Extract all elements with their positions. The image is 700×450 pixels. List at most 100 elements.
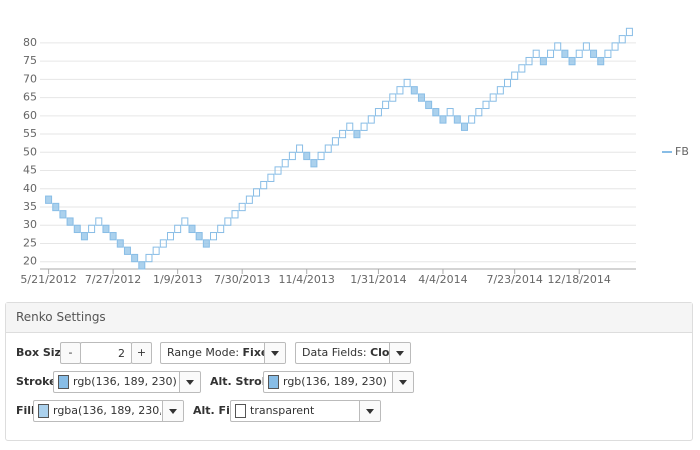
x-tick-label: 1/31/2014 — [350, 273, 406, 286]
label: Range Mode: — [167, 346, 240, 359]
y-tick-label: 50 — [23, 145, 37, 158]
renko-box — [331, 137, 339, 146]
renko-box — [446, 108, 454, 117]
legend-label: FB — [675, 145, 689, 158]
renko-box — [260, 180, 268, 190]
renko-box — [80, 232, 88, 241]
renko-box — [532, 49, 540, 58]
y-tick-label: 75 — [23, 54, 37, 67]
renko-box — [166, 232, 174, 241]
renko-box — [568, 56, 576, 66]
alt-stroke-picker[interactable]: rgb(136, 189, 230) — [263, 371, 414, 393]
renko-box — [489, 93, 497, 102]
stroke-picker[interactable]: rgb(136, 189, 230) — [53, 371, 201, 393]
renko-box — [625, 27, 633, 37]
color-value: rgb(136, 189, 230) — [283, 375, 387, 388]
renko-box — [468, 115, 476, 124]
renko-box — [582, 42, 590, 51]
color-swatch — [268, 375, 279, 389]
renko-box — [145, 253, 153, 263]
renko-box — [482, 100, 490, 110]
label: Alt. Stroke — [210, 375, 277, 388]
label: Fill — [16, 404, 35, 417]
color-value: transparent — [250, 404, 315, 417]
renko-box — [159, 239, 167, 248]
renko-box — [116, 239, 124, 248]
renko-box — [131, 253, 139, 263]
renko-box — [496, 86, 504, 95]
renko-box — [303, 151, 311, 161]
renko-box — [288, 151, 296, 161]
renko-box — [217, 224, 225, 234]
renko-box — [403, 78, 411, 88]
renko-box — [417, 93, 425, 102]
x-tick-label: 4/4/2014 — [418, 273, 467, 286]
renko-box — [123, 246, 131, 255]
renko-box — [539, 56, 547, 66]
renko-box — [389, 93, 397, 102]
renko-box — [174, 224, 182, 234]
renko-box — [253, 188, 261, 197]
y-tick-label: 80 — [23, 36, 37, 49]
renko-box — [460, 122, 468, 131]
renko-box — [238, 202, 246, 212]
renko-box — [547, 49, 555, 58]
box-size-input[interactable] — [80, 342, 132, 364]
renko-box — [396, 86, 404, 95]
renko-box — [353, 129, 361, 139]
alt-fill-picker[interactable]: transparent — [230, 400, 381, 422]
y-tick-label: 55 — [23, 127, 37, 140]
renko-box — [324, 144, 332, 153]
minus-button[interactable]: - — [60, 342, 81, 364]
x-tick-label: 5/21/2012 — [20, 273, 76, 286]
color-swatch — [235, 404, 246, 418]
color-swatch — [38, 404, 49, 418]
renko-box — [597, 56, 605, 66]
y-tick-label: 20 — [23, 255, 37, 268]
renko-box — [152, 246, 160, 255]
renko-box — [210, 232, 218, 241]
renko-box — [52, 202, 60, 212]
data-fields-dropdown[interactable]: Data Fields: Close — [295, 342, 411, 364]
plus-button[interactable]: + — [131, 342, 152, 364]
renko-box — [274, 166, 282, 175]
y-tick-label: 65 — [23, 91, 37, 104]
renko-box — [432, 108, 440, 117]
renko-box — [525, 56, 533, 66]
renko-box — [561, 49, 569, 58]
renko-box — [453, 115, 461, 124]
renko-box — [618, 35, 626, 44]
renko-box — [95, 217, 103, 226]
label: Box Size — [16, 346, 69, 359]
renko-box — [181, 217, 189, 226]
x-tick-label: 7/30/2013 — [214, 273, 270, 286]
panel-title: Renko Settings — [6, 303, 692, 333]
renko-box — [267, 173, 275, 182]
renko-box — [410, 86, 418, 95]
range-mode-dropdown[interactable]: Range Mode: Fixed — [160, 342, 286, 364]
y-tick-label: 35 — [23, 200, 37, 213]
renko-box — [518, 64, 526, 73]
renko-box — [367, 115, 375, 124]
y-tick-label: 60 — [23, 109, 37, 122]
renko-box — [66, 217, 74, 226]
label: Alt. Fill — [193, 404, 238, 417]
renko-box — [102, 224, 110, 234]
x-tick-label: 7/27/2012 — [85, 273, 141, 286]
renko-box — [504, 78, 512, 88]
renko-box — [475, 108, 483, 117]
renko-box — [382, 100, 390, 110]
y-tick-label: 40 — [23, 182, 37, 195]
renko-box — [611, 42, 619, 51]
renko-box — [45, 195, 53, 204]
renko-box — [590, 49, 598, 58]
x-tick-label: 12/18/2014 — [548, 273, 611, 286]
fill-picker[interactable]: rgba(136, 189, 230, 0.7) — [33, 400, 184, 422]
renko-box — [374, 108, 382, 117]
renko-box — [202, 239, 210, 248]
renko-box — [296, 144, 304, 153]
renko-box — [554, 42, 562, 51]
color-swatch — [58, 375, 69, 389]
y-tick-label: 70 — [23, 72, 37, 85]
